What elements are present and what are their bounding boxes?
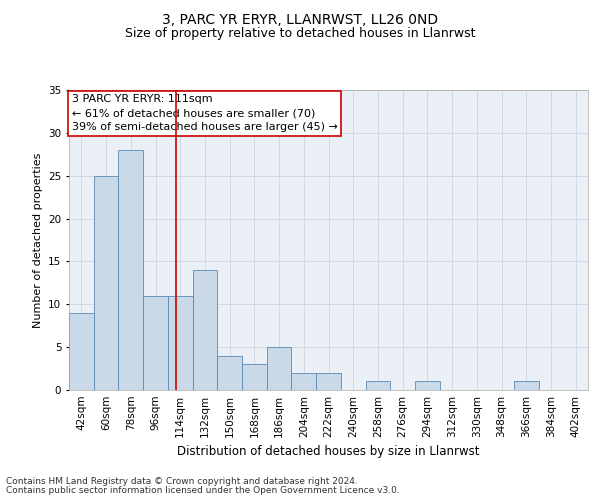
Bar <box>193 270 217 390</box>
Bar <box>316 373 341 390</box>
Bar <box>143 296 168 390</box>
Text: Size of property relative to detached houses in Llanrwst: Size of property relative to detached ho… <box>125 28 475 40</box>
Bar <box>415 382 440 390</box>
Bar <box>365 382 390 390</box>
Bar <box>292 373 316 390</box>
Bar <box>514 382 539 390</box>
Text: 3, PARC YR ERYR, LLANRWST, LL26 0ND: 3, PARC YR ERYR, LLANRWST, LL26 0ND <box>162 12 438 26</box>
Bar <box>242 364 267 390</box>
Text: Contains HM Land Registry data © Crown copyright and database right 2024.: Contains HM Land Registry data © Crown c… <box>6 477 358 486</box>
Text: Contains public sector information licensed under the Open Government Licence v3: Contains public sector information licen… <box>6 486 400 495</box>
Text: 3 PARC YR ERYR: 111sqm
← 61% of detached houses are smaller (70)
39% of semi-det: 3 PARC YR ERYR: 111sqm ← 61% of detached… <box>71 94 337 132</box>
Bar <box>217 356 242 390</box>
X-axis label: Distribution of detached houses by size in Llanrwst: Distribution of detached houses by size … <box>177 446 480 458</box>
Bar <box>267 347 292 390</box>
Y-axis label: Number of detached properties: Number of detached properties <box>32 152 43 328</box>
Bar <box>118 150 143 390</box>
Bar <box>168 296 193 390</box>
Bar <box>94 176 118 390</box>
Bar <box>69 313 94 390</box>
